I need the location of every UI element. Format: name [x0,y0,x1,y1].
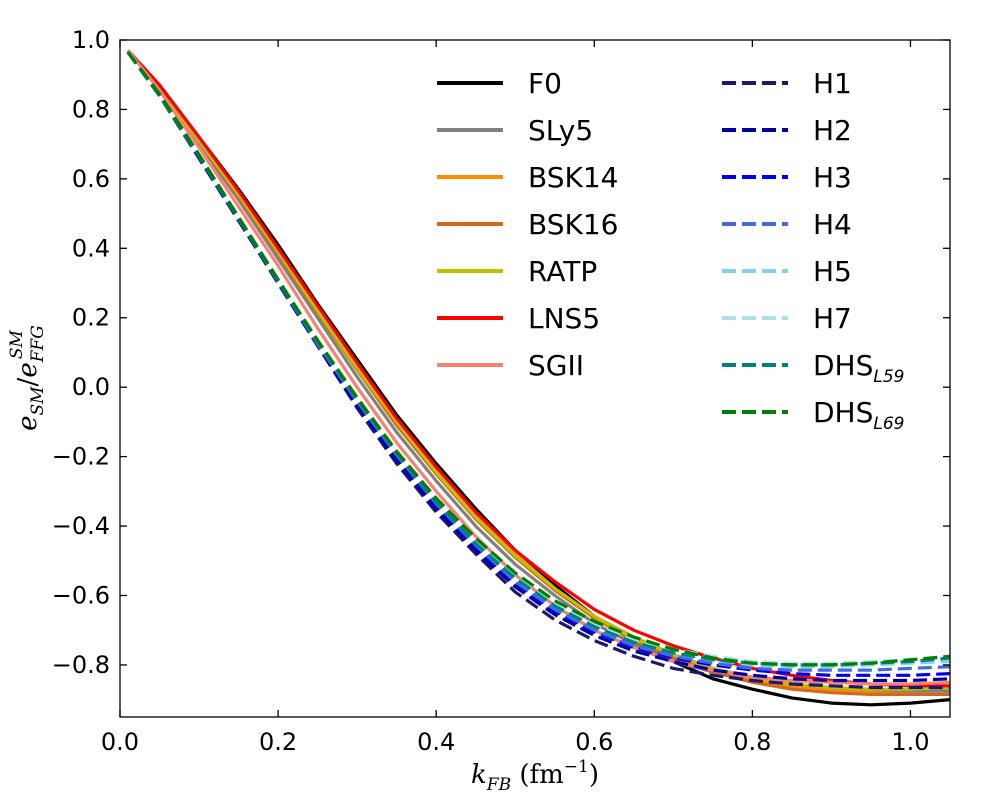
series-line-sly5 [126,49,950,693]
series-line-lns5 [126,49,950,688]
legend: F0 SLy5 BSK14 BSK16 RATP LNS5 SGII H1 H2 H3 H4 H5 H7… [437,67,905,434]
legend-item-h5: H5 [722,255,852,288]
axis-ticks: 0.0 0.2 0.4 0.6 0.8 1.0 1.0 0.8 0.6 0.4 0.2 0.0 −0.2… [52,26,950,756]
legend-item-h1: H1 [722,67,852,100]
legend-label: LNS5 [528,302,600,335]
x-tick-label: 0.8 [733,728,771,756]
legend-item-dhs_l59: DHSL59 [722,349,905,387]
series-line-h4 [126,51,951,672]
legend-item-h7: H7 [722,302,852,335]
legend-label: H7 [813,302,852,335]
legend-item-h2: H2 [722,114,852,147]
legend-item-sly5: SLy5 [437,114,593,147]
legend-label: DHSL69 [813,396,905,434]
series-line-h2 [126,51,951,683]
x-axis-title: kFB (fm−1) [471,757,599,795]
x-tick-label: 0.4 [417,728,455,756]
legend-item-h3: H3 [722,161,852,194]
legend-item-dhs_l69: DHSL69 [722,396,905,434]
legend-label: H5 [813,255,852,288]
series-line-dhs_l69 [126,51,951,667]
x-tick-label: 0.2 [259,728,297,756]
x-tick-label: 0.0 [101,728,139,756]
plot-frame [119,39,951,718]
y-tick-label: 0.4 [72,234,110,262]
y-tick-label: 0.2 [72,304,110,332]
legend-label: H2 [813,114,852,147]
y-tick-label: −0.6 [52,581,110,609]
legend-label: F0 [528,67,562,100]
series-line-h1 [126,51,950,690]
legend-label: BSK16 [528,208,618,241]
legend-item-bsk14: BSK14 [437,161,618,194]
legend-label: BSK14 [528,161,618,194]
y-tick-label: −0.8 [52,651,110,679]
plot-lines [126,49,951,707]
y-axis-title: eSM/eFFGSM [7,325,48,431]
legend-label: SGII [528,349,584,382]
legend-label: RATP [528,255,597,288]
legend-item-f0: F0 [437,67,562,100]
y-tick-label: 0.8 [72,95,110,123]
legend-item-bsk16: BSK16 [437,208,618,241]
legend-label: DHSL59 [813,349,905,387]
series-line-h5 [126,51,951,669]
y-tick-label: 1.0 [72,26,110,54]
legend-item-sgii: SGII [437,349,584,382]
legend-label: H3 [813,161,852,194]
legend-label: SLy5 [528,114,593,147]
legend-item-h4: H4 [722,208,852,241]
legend-item-ratp: RATP [437,255,597,288]
legend-label: H1 [813,67,852,100]
series-line-h7 [126,51,951,665]
x-tick-label: 1.0 [891,728,929,756]
y-tick-label: 0.0 [72,373,110,401]
legend-label: H4 [813,208,852,241]
series-line-sgii [126,49,951,686]
y-tick-label: 0.6 [72,165,110,193]
y-tick-label: −0.4 [52,512,110,540]
y-tick-label: −0.2 [52,443,110,471]
x-tick-label: 0.6 [575,728,613,756]
legend-item-lns5: LNS5 [437,302,600,335]
